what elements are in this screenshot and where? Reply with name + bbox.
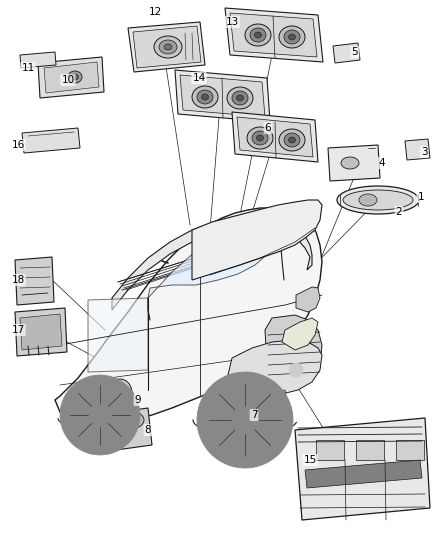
Circle shape — [289, 363, 303, 377]
Circle shape — [209, 384, 281, 456]
Text: 6: 6 — [265, 123, 271, 133]
Ellipse shape — [113, 384, 127, 402]
Polygon shape — [133, 26, 201, 68]
Ellipse shape — [257, 135, 264, 141]
Polygon shape — [180, 75, 265, 117]
Ellipse shape — [71, 74, 78, 80]
Polygon shape — [295, 418, 430, 520]
Ellipse shape — [197, 90, 213, 104]
Text: 4: 4 — [379, 158, 385, 168]
Ellipse shape — [359, 194, 377, 206]
Ellipse shape — [289, 34, 296, 40]
Ellipse shape — [116, 411, 144, 429]
Text: 18: 18 — [11, 275, 25, 285]
Polygon shape — [38, 57, 104, 98]
Polygon shape — [265, 315, 322, 382]
Ellipse shape — [250, 28, 266, 42]
Polygon shape — [15, 257, 54, 305]
Circle shape — [197, 372, 293, 468]
Ellipse shape — [154, 36, 182, 58]
Text: 12: 12 — [148, 7, 162, 17]
Text: 1: 1 — [418, 192, 424, 202]
Polygon shape — [296, 287, 320, 312]
Text: 14: 14 — [192, 73, 205, 83]
Polygon shape — [192, 200, 322, 280]
Ellipse shape — [108, 379, 132, 407]
Polygon shape — [112, 217, 312, 310]
Ellipse shape — [284, 133, 300, 147]
Polygon shape — [20, 314, 62, 350]
Ellipse shape — [289, 137, 296, 143]
Ellipse shape — [279, 26, 305, 48]
Polygon shape — [405, 139, 430, 160]
Ellipse shape — [341, 157, 359, 169]
Circle shape — [88, 403, 112, 427]
Polygon shape — [128, 22, 205, 72]
Polygon shape — [148, 216, 280, 298]
Polygon shape — [44, 62, 99, 93]
Ellipse shape — [247, 127, 273, 149]
Circle shape — [239, 414, 251, 426]
Polygon shape — [175, 70, 270, 122]
Polygon shape — [328, 145, 380, 181]
Text: 3: 3 — [420, 147, 427, 157]
Text: 16: 16 — [11, 140, 25, 150]
Ellipse shape — [252, 131, 268, 145]
Polygon shape — [282, 318, 318, 350]
Polygon shape — [20, 52, 56, 68]
Polygon shape — [305, 460, 422, 488]
Text: 7: 7 — [251, 410, 257, 420]
Polygon shape — [232, 112, 318, 162]
Ellipse shape — [254, 32, 261, 38]
Polygon shape — [225, 8, 323, 62]
Polygon shape — [396, 440, 424, 460]
Ellipse shape — [68, 71, 82, 83]
Ellipse shape — [201, 94, 208, 100]
Text: 13: 13 — [226, 17, 239, 27]
Ellipse shape — [159, 40, 177, 54]
Ellipse shape — [343, 190, 413, 210]
Polygon shape — [224, 393, 255, 435]
Text: 17: 17 — [11, 325, 25, 335]
Text: 8: 8 — [145, 425, 151, 435]
Text: 11: 11 — [21, 63, 35, 73]
Polygon shape — [229, 400, 250, 430]
Polygon shape — [222, 340, 322, 400]
Ellipse shape — [232, 91, 248, 105]
Polygon shape — [22, 128, 80, 153]
Polygon shape — [55, 208, 322, 425]
Ellipse shape — [227, 87, 253, 109]
Circle shape — [70, 385, 130, 445]
Text: 9: 9 — [135, 395, 141, 405]
Ellipse shape — [164, 44, 172, 50]
Circle shape — [95, 410, 105, 420]
Ellipse shape — [284, 30, 300, 44]
Ellipse shape — [192, 86, 218, 108]
Ellipse shape — [279, 129, 305, 151]
Polygon shape — [356, 440, 384, 460]
Circle shape — [231, 406, 259, 434]
Text: 5: 5 — [352, 47, 358, 57]
Circle shape — [80, 395, 120, 435]
Circle shape — [221, 396, 269, 444]
Polygon shape — [230, 13, 317, 57]
Ellipse shape — [237, 95, 244, 101]
Polygon shape — [237, 117, 313, 157]
Text: 15: 15 — [304, 455, 317, 465]
Ellipse shape — [337, 186, 419, 214]
Circle shape — [60, 375, 140, 455]
Polygon shape — [112, 408, 152, 450]
Polygon shape — [15, 308, 67, 356]
Polygon shape — [333, 43, 360, 63]
Polygon shape — [270, 390, 287, 404]
Polygon shape — [316, 440, 344, 460]
Text: 10: 10 — [61, 75, 74, 85]
Ellipse shape — [245, 24, 271, 46]
Text: 2: 2 — [396, 207, 403, 217]
Polygon shape — [88, 298, 148, 372]
